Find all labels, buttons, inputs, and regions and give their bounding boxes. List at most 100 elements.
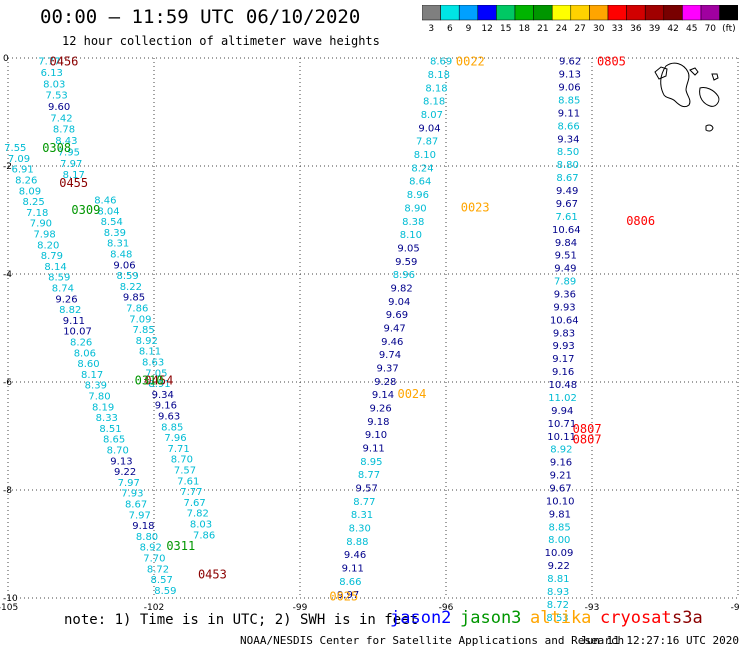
pass-time-label: 0309: [71, 203, 100, 217]
swh-value: 8.77: [353, 497, 375, 508]
swh-value: 9.10: [365, 430, 387, 441]
swh-value: 8.92: [140, 543, 162, 554]
swh-value: 9.13: [559, 70, 581, 81]
swh-value: 9.11: [63, 316, 85, 327]
x-tick-label: -99: [293, 603, 308, 613]
swh-value: 8.39: [85, 381, 107, 392]
pass-time-label: 0805: [597, 55, 626, 69]
colorbar-tick-label: 27: [574, 24, 585, 34]
swh-value: 9.26: [55, 294, 77, 305]
swh-value: 8.96: [393, 270, 415, 281]
swh-value: 8.19: [92, 402, 114, 413]
colorbar-tick-label: 18: [519, 24, 531, 34]
swh-value: 8.91: [148, 379, 170, 390]
colorbar-tick-label: 9: [466, 24, 472, 34]
pass-time-label: 0311: [166, 539, 195, 553]
swh-value: 8.11: [139, 347, 161, 358]
y-tick-label: -2: [3, 162, 12, 172]
swh-value: 7.82: [187, 509, 209, 520]
swh-value: 9.16: [552, 367, 574, 378]
island-outline: [711, 73, 719, 81]
swh-value: 9.26: [370, 403, 392, 414]
swh-value: 8.90: [404, 203, 426, 214]
swh-value: 8.59: [117, 271, 139, 282]
swh-value: 6.13: [41, 68, 63, 79]
satellite-time-labels: 0456 0455 0454 0453 0308 0309 0310 0311 0022 0023…: [42, 55, 655, 604]
swh-value: 8.95: [360, 457, 382, 468]
swh-value: 8.69: [430, 57, 452, 68]
swh-value: 7.67: [183, 498, 205, 509]
island-outline: [699, 87, 720, 107]
swh-value: 9.82: [390, 283, 412, 294]
swh-value: 8.50: [557, 147, 579, 158]
legend-jason2: jason2: [390, 608, 452, 628]
swh-value: 8.46: [94, 195, 116, 206]
pass-time-label: 0310: [135, 373, 164, 387]
pass-time-label: 0453: [198, 568, 227, 582]
pass-time-label: 0456: [50, 55, 79, 69]
swh-value: 8.54: [101, 217, 123, 228]
swh-value: 8.00: [548, 535, 570, 546]
swh-value: 9.74: [379, 350, 401, 361]
swh-value: 7.42: [50, 113, 72, 124]
colorbar-tick-label: 33: [612, 24, 623, 34]
swh-value: 8.60: [77, 359, 99, 370]
swh-value: 9.63: [158, 411, 180, 422]
swh-value: 9.51: [555, 251, 577, 262]
swh-value: 7.86: [193, 530, 215, 541]
swh-value: 7.05: [145, 368, 167, 379]
swh-value: 8.17: [81, 370, 103, 381]
pass-time-label: 0807: [573, 433, 602, 447]
swh-value: 8.59: [154, 586, 176, 597]
y-tick-label: -4: [3, 270, 12, 280]
swh-value: 9.83: [553, 328, 575, 339]
x-tick-label: -102: [144, 603, 164, 613]
swh-value: 11.02: [548, 393, 577, 404]
island-outline: [705, 124, 714, 132]
swh-value: 10.09: [545, 548, 574, 559]
page-subtitle: 12 hour collection of altimeter wave hei…: [62, 34, 380, 48]
swh-value: 8.18: [423, 97, 445, 108]
swh-value: 8.51: [99, 424, 121, 435]
swh-value: 8.63: [142, 357, 164, 368]
colorbar-swatch: [719, 5, 738, 21]
swh-value: 9.57: [356, 484, 378, 495]
swh-value: 7.85: [132, 325, 154, 336]
swh-value: 8.38: [402, 217, 424, 228]
island-outline: [689, 67, 699, 76]
colorbar: 3 6 9 12 15 18 21 24 27 30 33 36 39 42 45 70 (ft): [422, 5, 738, 34]
swh-value: 7.80: [88, 392, 110, 403]
x-tick-label: -93: [585, 603, 600, 613]
swh-value: 9.14: [372, 390, 394, 401]
legend-s3a: s3a: [672, 608, 703, 628]
map-axes: -105 -102 -99 -96 -93 -90 0 -2 -4 -6 -8 -10: [0, 54, 740, 613]
swh-value: 8.24: [411, 163, 433, 174]
swh-value: 10.64: [550, 315, 579, 326]
swh-value: 9.59: [395, 257, 417, 268]
swh-value: 9.34: [152, 390, 174, 401]
x-tick-label: -105: [0, 603, 18, 613]
legend-jason3: jason3: [460, 608, 522, 628]
galapagos-coastline: [654, 62, 720, 132]
pass-time-label: 0024: [397, 387, 426, 401]
swh-value: 9.46: [344, 550, 366, 561]
swh-value: 8.03: [43, 79, 65, 90]
swh-value: 9.93: [553, 302, 575, 313]
swh-value: 8.66: [558, 121, 580, 132]
swh-value: 9.84: [555, 238, 577, 249]
swh-value: 7.97: [118, 478, 140, 489]
swh-value: 8.79: [41, 251, 63, 262]
pass-time-label: 0807: [573, 422, 602, 436]
swh-value: 8.67: [125, 500, 147, 511]
colorbar-tick-label: 15: [500, 24, 511, 34]
swh-value: 9.06: [113, 260, 135, 271]
swh-value: 10.48: [548, 380, 577, 391]
swh-value: 7.61: [555, 212, 577, 223]
swh-value: 9.36: [554, 289, 576, 300]
swh-value: 8.59: [48, 273, 70, 284]
swh-value: 8.70: [107, 446, 129, 457]
swh-value: 9.06: [558, 83, 580, 94]
swh-value: 9.67: [549, 483, 571, 494]
swh-value: 8.80: [557, 160, 579, 171]
swh-value: 8.85: [548, 522, 570, 533]
